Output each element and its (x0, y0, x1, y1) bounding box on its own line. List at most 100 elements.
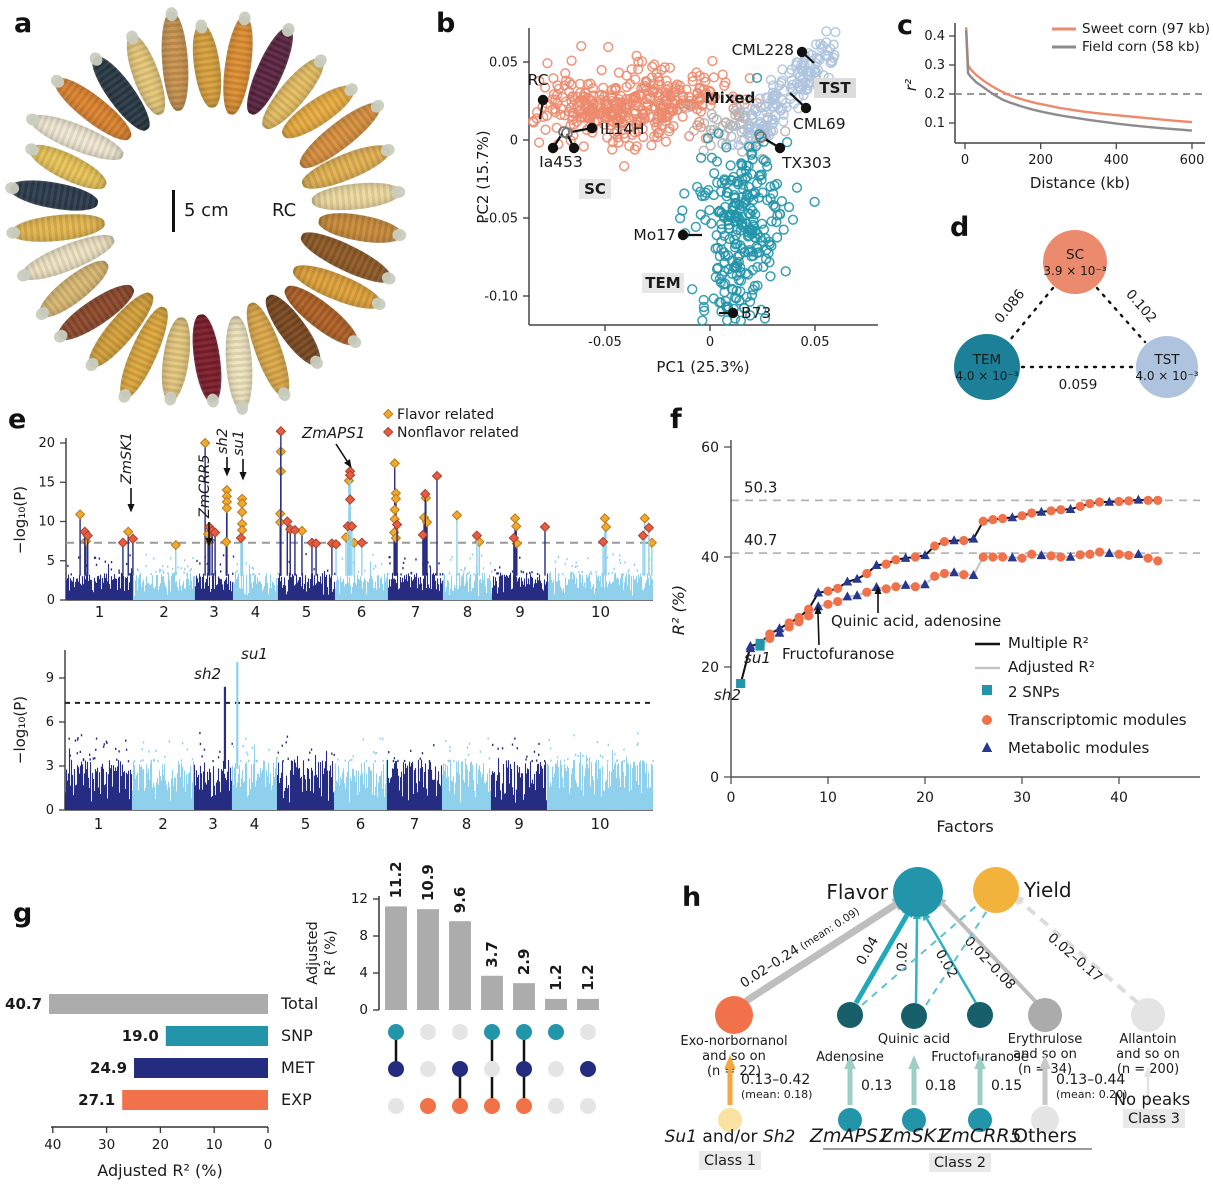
svg-text:1: 1 (95, 603, 105, 621)
svg-text:4: 4 (250, 815, 260, 833)
svg-text:Others: Others (1013, 1125, 1077, 1147)
svg-text:sh2: sh2 (194, 665, 221, 683)
husk-tip (307, 353, 326, 372)
svg-text:0.4: 0.4 (924, 29, 945, 44)
svg-text:Distance (kb): Distance (kb) (1030, 174, 1130, 192)
svg-text:Class 2: Class 2 (934, 1155, 986, 1171)
corn-ear (188, 18, 226, 110)
svg-text:r²: r² (902, 79, 920, 91)
svg-text:3: 3 (209, 603, 219, 621)
husk-tip (342, 80, 361, 99)
svg-text:6: 6 (46, 715, 54, 730)
husk-tip (51, 327, 70, 346)
husk-tip (391, 227, 408, 243)
svg-text:1.2: 1.2 (579, 964, 597, 991)
svg-text:Erythrulose: Erythrulose (1008, 1032, 1083, 1047)
svg-text:1: 1 (94, 815, 104, 833)
svg-text:10.9: 10.9 (419, 864, 437, 901)
svg-text:0.15: 0.15 (991, 1078, 1022, 1094)
svg-text:40: 40 (1110, 790, 1128, 806)
svg-text:Field corn (58 kb): Field corn (58 kb) (1082, 39, 1200, 55)
svg-text:Flavor: Flavor (826, 880, 888, 904)
husk-tip (345, 332, 365, 351)
svg-text:0.02–0.17: 0.02–0.17 (1044, 930, 1105, 986)
svg-text:and so on: and so on (1116, 1047, 1180, 1062)
svg-text:0.13: 0.13 (861, 1078, 892, 1094)
svg-text:20: 20 (701, 660, 719, 676)
corn-ear (187, 312, 227, 408)
svg-text:CML69: CML69 (793, 115, 846, 133)
rc-ear-label: RC (272, 200, 297, 221)
svg-text:0.3: 0.3 (924, 58, 945, 73)
svg-text:No peaks: No peaks (1114, 1090, 1191, 1109)
svg-text:B73: B73 (741, 304, 771, 322)
husk-tip (369, 295, 388, 313)
svg-text:11.2: 11.2 (387, 861, 405, 898)
svg-text:7: 7 (410, 815, 420, 833)
svg-text:ZmSK1: ZmSK1 (119, 432, 135, 485)
svg-text:su1: su1 (231, 430, 247, 456)
svg-text:0: 0 (264, 1137, 273, 1153)
svg-text:ZmAPS1: ZmAPS1 (301, 424, 365, 442)
husk-tip (379, 269, 398, 287)
svg-text:5: 5 (47, 554, 55, 569)
svg-text:40.7: 40.7 (5, 995, 42, 1013)
svg-text:8: 8 (359, 928, 368, 944)
svg-text:Quinic acid: Quinic acid (878, 1032, 950, 1047)
svg-text:Factors: Factors (936, 817, 993, 836)
svg-text:ZmCRR5: ZmCRR5 (937, 1125, 1021, 1147)
svg-text:20: 20 (38, 436, 55, 451)
panel-label-f: f (670, 404, 682, 435)
svg-text:MET: MET (281, 1058, 315, 1077)
panel-label-b: b (436, 8, 456, 39)
svg-text:−log₁₀(P): −log₁₀(P) (11, 486, 29, 554)
svg-text:9: 9 (514, 815, 524, 833)
svg-text:TEM: TEM (645, 274, 680, 292)
svg-text:su1: su1 (744, 649, 771, 667)
svg-text:Mo17: Mo17 (633, 226, 676, 244)
svg-text:40: 40 (44, 1137, 61, 1153)
husk-tip (32, 304, 52, 323)
svg-text:19.0: 19.0 (122, 1027, 159, 1045)
svg-text:20: 20 (916, 790, 934, 806)
svg-text:TX303: TX303 (781, 154, 832, 172)
svg-text:IL14H: IL14H (600, 120, 645, 138)
panel-label-h: h (682, 882, 702, 913)
svg-text:PC2 (15.7%): PC2 (15.7%) (474, 130, 492, 223)
svg-text:Mixed: Mixed (705, 89, 756, 107)
svg-text:and so on: and so on (1013, 1047, 1077, 1062)
svg-text:SNP: SNP (281, 1026, 313, 1045)
svg-text:0.18: 0.18 (925, 1078, 956, 1094)
scale-bar-label: 5 cm (184, 200, 229, 221)
svg-text:Yield: Yield (1023, 878, 1072, 902)
svg-text:0: 0 (46, 803, 54, 818)
svg-text:10: 10 (38, 515, 55, 530)
husk-tip (311, 52, 330, 71)
svg-text:Allantoin: Allantoin (1119, 1032, 1176, 1047)
husk-tip (165, 6, 179, 22)
svg-text:Adjusted: Adjusted (305, 921, 321, 984)
svg-text:20: 20 (152, 1137, 169, 1153)
svg-text:(mean: 0.18): (mean: 0.18) (741, 1088, 812, 1101)
panel-label-d: d (950, 212, 970, 243)
svg-text:Sweet corn (97 kb): Sweet corn (97 kb) (1082, 21, 1210, 37)
svg-text:0.13–0.42: 0.13–0.42 (741, 1072, 810, 1088)
svg-text:30: 30 (98, 1137, 115, 1153)
svg-text:0.059: 0.059 (1059, 377, 1098, 393)
svg-text:ZmSK1: ZmSK1 (879, 1125, 948, 1147)
svg-text:7: 7 (411, 603, 421, 621)
svg-text:9.6: 9.6 (451, 887, 469, 914)
svg-text:15: 15 (38, 475, 55, 490)
svg-text:Fructofuranose: Fructofuranose (782, 645, 894, 663)
svg-text:0.02: 0.02 (894, 942, 910, 972)
svg-text:400: 400 (1104, 153, 1129, 168)
svg-text:6: 6 (357, 603, 367, 621)
svg-text:-0.05: -0.05 (484, 212, 518, 227)
svg-text:1.2: 1.2 (547, 964, 565, 991)
husk-tip (4, 181, 20, 196)
svg-text:9: 9 (515, 603, 525, 621)
svg-text:8: 8 (463, 603, 473, 621)
svg-text:Quinic acid, adenosine: Quinic acid, adenosine (831, 612, 1001, 630)
svg-text:0: 0 (47, 593, 55, 608)
